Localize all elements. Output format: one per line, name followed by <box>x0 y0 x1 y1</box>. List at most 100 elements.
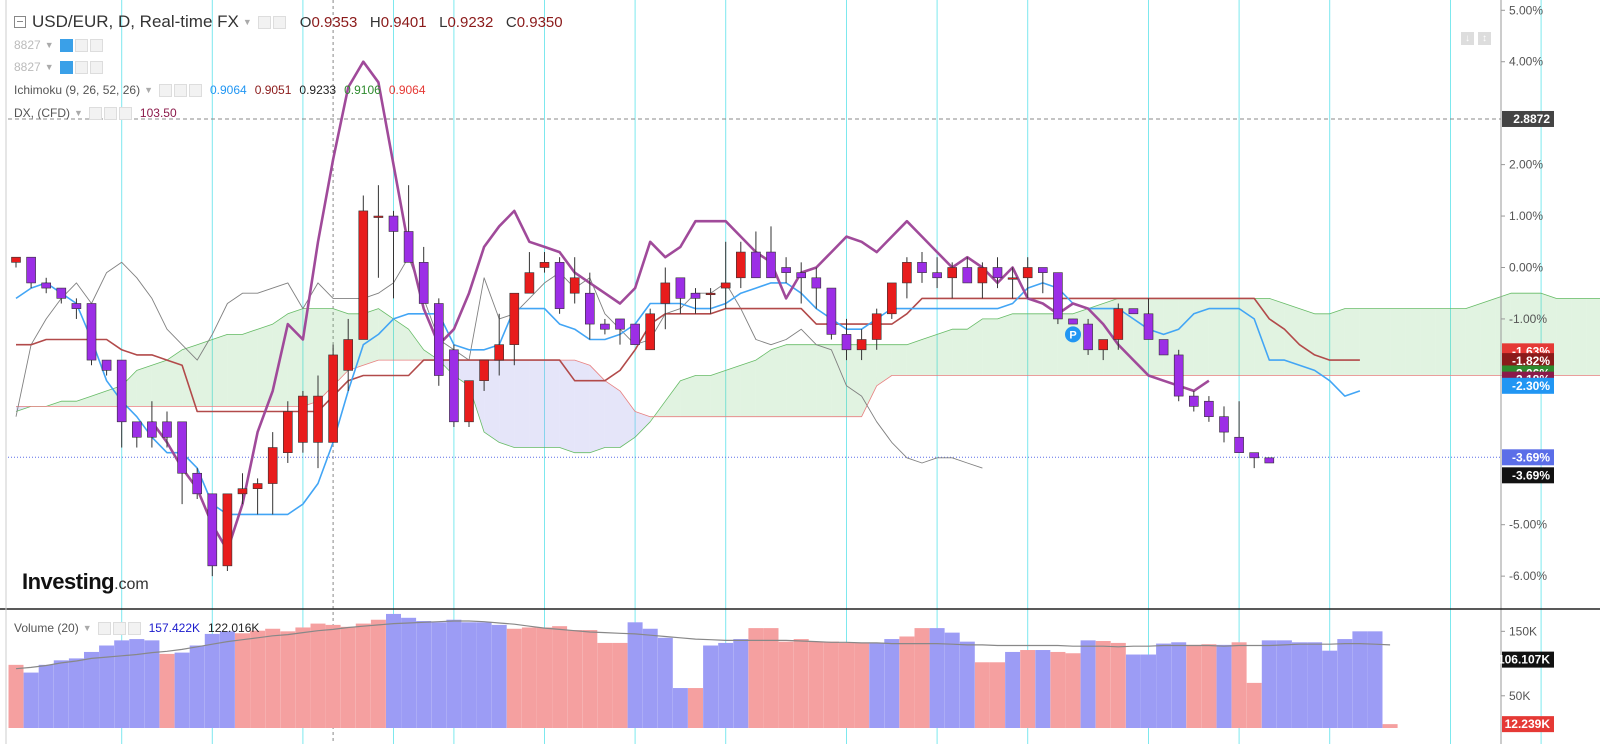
p-marker-circle <box>1065 326 1081 343</box>
candle-body <box>690 292 701 299</box>
volume-bar <box>1050 651 1066 728</box>
ichimoku-legend: Ichimoku (9, 26, 52, 26) ▼ 0.9064 0.9051 0… <box>14 83 426 97</box>
volume-bar <box>386 613 401 728</box>
symbol-title[interactable]: USD/EUR, D, Real-time FX <box>32 12 239 31</box>
volume-bar <box>672 688 688 728</box>
cloud-segment <box>1027 313 1043 376</box>
cloud-segment <box>680 375 696 417</box>
volume-bar <box>204 633 220 728</box>
volume-bar <box>1020 650 1036 728</box>
candle-body <box>645 313 656 351</box>
volume-tick-label: 50K <box>1509 689 1530 703</box>
candle-body <box>841 334 852 351</box>
ichimoku-label[interactable]: Ichimoku (9, 26, 52, 26) <box>14 83 141 97</box>
candle-body <box>675 277 686 299</box>
volume-bar <box>688 688 703 728</box>
volume-bar <box>431 622 447 728</box>
eye-icon[interactable] <box>97 621 111 635</box>
volume-bar <box>959 641 975 728</box>
close-icon[interactable] <box>127 621 141 635</box>
candle-body <box>1189 395 1199 407</box>
price-badge: -1.82% <box>1502 353 1554 370</box>
open-label: O <box>299 13 312 31</box>
volume-bar <box>1322 650 1338 728</box>
collapse-icon[interactable] <box>14 16 26 28</box>
volume-bar <box>1110 642 1126 728</box>
gear-icon[interactable] <box>103 106 117 120</box>
chevron-down-icon[interactable]: ▼ <box>44 40 54 50</box>
cloud-segment <box>710 370 726 417</box>
cloud-segment <box>801 344 817 417</box>
close-icon[interactable] <box>118 106 132 120</box>
candle-body <box>252 483 263 489</box>
candle-body <box>1128 308 1139 315</box>
volume-bar <box>99 645 115 728</box>
gear-icon[interactable] <box>74 38 88 52</box>
candle-body <box>86 303 97 361</box>
volume-bar <box>1080 640 1096 728</box>
symbol-legend: USD/EUR, D, Real-time FX ▼ O0.9353 H0.94… <box>14 12 563 32</box>
chevron-down-icon[interactable]: ▼ <box>242 17 252 27</box>
arrow-down-icon[interactable]: ↓ <box>1461 32 1474 45</box>
close-icon[interactable] <box>189 83 202 97</box>
gear-icon[interactable] <box>272 15 286 29</box>
eye-icon[interactable] <box>159 83 172 97</box>
eye-icon[interactable] <box>257 15 271 29</box>
cloud-segment <box>816 344 832 417</box>
volume-bar <box>1276 640 1292 728</box>
ichimoku-value: 0.9106 <box>344 83 381 97</box>
volume-bar <box>1095 641 1111 728</box>
cloud-segment <box>771 344 787 417</box>
volume-bar <box>265 628 281 728</box>
cloud-segment <box>876 344 892 386</box>
cloud-segment <box>182 344 198 407</box>
candle-body <box>1068 318 1078 325</box>
cloud-segment <box>499 360 515 448</box>
volume-bar <box>944 632 960 728</box>
volume-label[interactable]: Volume (20) <box>14 621 79 635</box>
eye-icon[interactable] <box>88 106 102 120</box>
volume-bar <box>778 641 794 728</box>
volume-bar <box>38 664 54 728</box>
candle-body <box>1249 452 1259 459</box>
volume-bar <box>793 639 809 728</box>
expand-icon[interactable]: ↕ <box>1478 32 1491 45</box>
volume-bars <box>8 613 1398 728</box>
cloud-segment <box>831 344 847 417</box>
gear-icon[interactable] <box>74 60 88 74</box>
badge-label: -2.30% <box>1512 379 1550 393</box>
overlay-label-1[interactable]: 8827 <box>14 38 41 52</box>
candle-body <box>56 287 67 299</box>
chevron-down-icon[interactable]: ▼ <box>44 62 54 72</box>
candle-body <box>494 344 505 361</box>
gear-icon[interactable] <box>174 83 187 97</box>
cloud-segment <box>740 360 756 417</box>
candle-body <box>11 256 21 263</box>
cloud-segment <box>227 334 243 407</box>
candle-body <box>1022 267 1033 279</box>
candle-body <box>26 256 36 284</box>
cloud-segment <box>1269 298 1285 376</box>
chevron-down-icon[interactable]: ▼ <box>144 85 153 95</box>
gear-icon[interactable] <box>112 621 126 635</box>
volume-badge: 106.107K <box>1498 651 1554 668</box>
candle-body <box>1143 313 1154 340</box>
close-icon[interactable] <box>89 38 103 52</box>
candle-body <box>464 380 474 423</box>
chevron-down-icon[interactable]: ▼ <box>74 108 83 118</box>
candle-body <box>418 262 429 304</box>
dx-label[interactable]: DX, (CFD) <box>14 106 70 120</box>
candle-body <box>811 277 822 289</box>
volume-bar <box>763 628 779 728</box>
cloud-segment <box>982 318 998 376</box>
eye-icon[interactable] <box>59 38 73 52</box>
candle-body <box>524 272 535 294</box>
volume-bar <box>280 631 296 728</box>
close-icon[interactable] <box>89 60 103 74</box>
candle-body <box>328 354 338 443</box>
eye-icon[interactable] <box>59 60 73 74</box>
chevron-down-icon[interactable]: ▼ <box>82 623 92 633</box>
overlay-label-2[interactable]: 8827 <box>14 60 41 74</box>
